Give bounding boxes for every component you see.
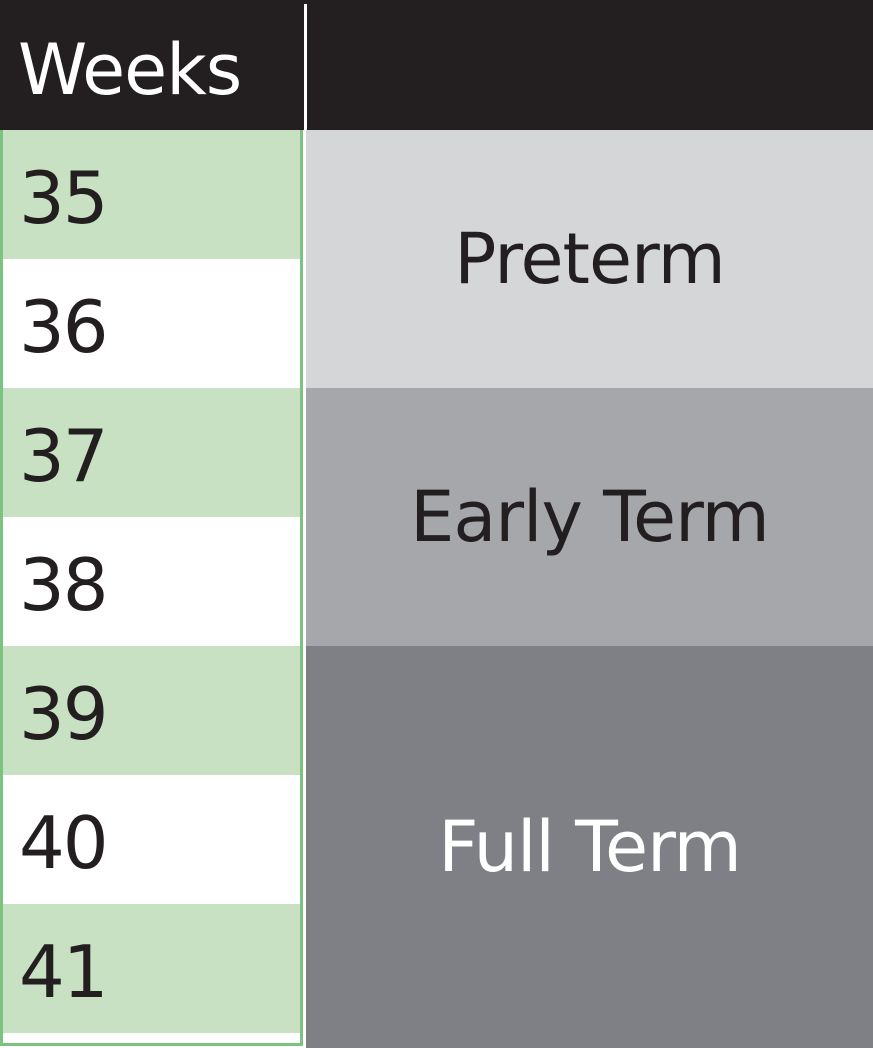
week-label: 40 xyxy=(19,801,109,885)
weeks-column: 35 36 37 38 39 40 41 xyxy=(0,130,303,1046)
category-band-full-term: Full Term xyxy=(306,646,873,1048)
category-band-preterm: Preterm xyxy=(306,130,873,388)
week-label: 39 xyxy=(19,672,109,756)
week-row-39: 39 xyxy=(3,646,300,775)
category-label: Preterm xyxy=(454,218,726,300)
week-row-38: 38 xyxy=(3,517,300,646)
category-band-early-term: Early Term xyxy=(306,388,873,646)
weeks-column-header: Weeks xyxy=(18,29,242,111)
category-column: Preterm Early Term Full Term xyxy=(306,130,873,1048)
week-label: 41 xyxy=(19,930,109,1014)
week-label: 37 xyxy=(19,414,109,498)
week-row-35: 35 xyxy=(3,130,300,259)
week-label: 36 xyxy=(19,285,109,369)
week-label: 35 xyxy=(19,156,109,240)
category-label: Early Term xyxy=(410,476,770,558)
category-label: Full Term xyxy=(438,806,742,888)
week-row-37: 37 xyxy=(3,388,300,517)
week-row-40: 40 xyxy=(3,775,300,904)
table-header: Weeks xyxy=(0,0,873,130)
week-label: 38 xyxy=(19,543,109,627)
week-row-41: 41 xyxy=(3,904,300,1033)
week-row-36: 36 xyxy=(3,259,300,388)
header-divider xyxy=(304,4,307,130)
